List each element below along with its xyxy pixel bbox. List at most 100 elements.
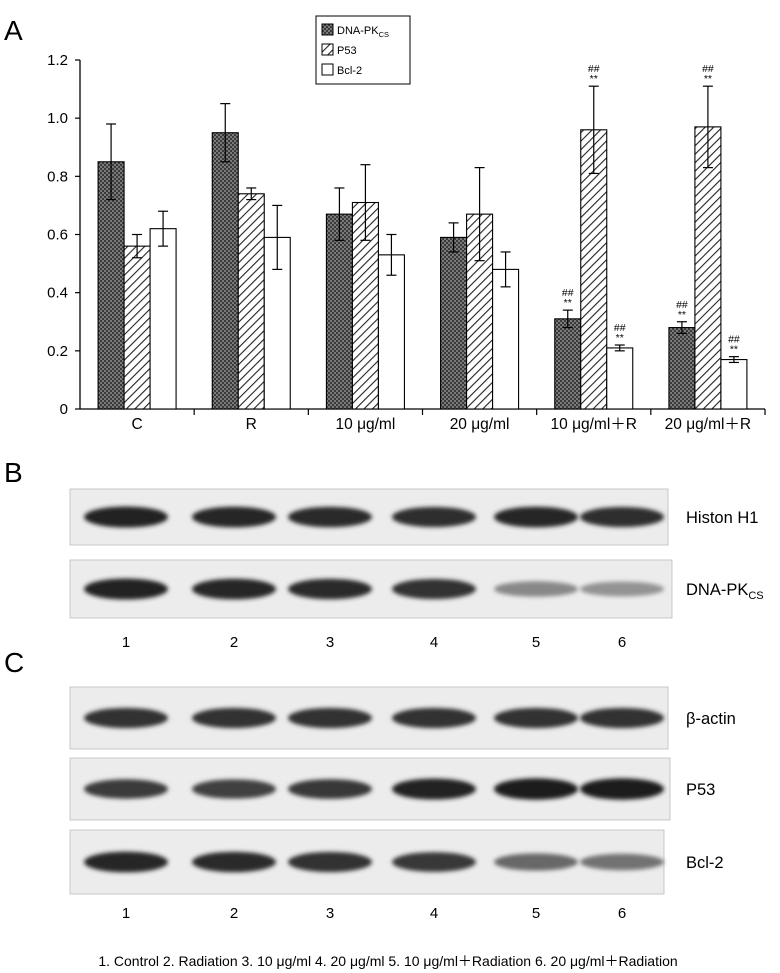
blot-b-lane-number: 3 <box>326 634 334 651</box>
y-tick-label: 0.4 <box>47 285 68 302</box>
bar-bcl-2-6 <box>720 359 748 410</box>
blot-band-lane-1 <box>84 779 168 799</box>
blot-c-lane-number: 3 <box>326 905 334 922</box>
significance-mark: ** <box>616 332 624 344</box>
blot-c-lane-number: 5 <box>532 905 540 922</box>
x-category-label: 20 μg/ml＋R <box>665 416 751 433</box>
blot-band-lane-5 <box>494 778 578 800</box>
blot-histon-h1-label: Histon H1 <box>686 509 758 527</box>
bar-dna-pk-6 <box>668 327 696 410</box>
blot-band-lane-2 <box>192 578 276 600</box>
y-tick-label: 0.6 <box>47 227 68 244</box>
blot-band-lane-6 <box>580 506 664 528</box>
blot-b-lane-number: 6 <box>618 634 626 651</box>
blot-b-lane-number: 1 <box>122 634 130 651</box>
blot-p53-label: P53 <box>686 781 715 799</box>
x-category-label: 20 μg/ml <box>450 416 510 433</box>
blot-c-lane-number: 2 <box>230 905 238 922</box>
blot-band-lane-6 <box>580 853 664 871</box>
blot-b-lane-number: 2 <box>230 634 238 651</box>
blot-band-lane-6 <box>580 778 664 800</box>
panel-label-a: A <box>4 15 23 46</box>
blot-band-lane-1 <box>84 707 168 729</box>
blot-band-lane-1 <box>84 578 168 600</box>
significance-mark: ** <box>564 297 572 309</box>
blot-band-lane-2 <box>192 506 276 528</box>
significance-mark: ** <box>590 73 598 85</box>
blot-band-lane-4 <box>392 578 476 600</box>
x-category-label: 10 μg/ml＋R <box>551 416 637 433</box>
significance-mark: ## <box>562 287 574 299</box>
bar-p53-1 <box>123 245 151 410</box>
y-tick-label: 0.8 <box>47 168 68 185</box>
chart-legend: DNA-PKCS P53 Bcl-2 <box>315 15 411 85</box>
bar-dna-pk-4 <box>440 236 468 410</box>
blot-band-lane-5 <box>494 707 578 729</box>
blot-c-lane-number: 6 <box>618 905 626 922</box>
blot-band-lane-3 <box>288 779 372 799</box>
blot-dna-pkcs-label: DNA-PKCS <box>686 581 764 602</box>
significance-mark: ## <box>588 63 600 75</box>
y-tick-label: 0.2 <box>47 343 68 360</box>
bar-dna-pk-5 <box>554 318 582 410</box>
blot-band-lane-2 <box>192 779 276 799</box>
legend-label: Bcl-2 <box>337 65 362 77</box>
blot-band-lane-3 <box>288 578 372 600</box>
significance-mark: ** <box>730 344 738 356</box>
bar-p53-2 <box>237 193 265 410</box>
blot-panel-b: Histon H1 DNA-PKCS 1 2 3 4 5 6 <box>69 488 764 651</box>
blot-panel-c: β-actin P53 Bcl-2 1 2 3 4 5 6 <box>69 686 736 922</box>
blot-band-lane-6 <box>580 707 664 729</box>
bar-p53-5 <box>580 129 608 410</box>
blot-band-lane-3 <box>288 506 372 528</box>
legend-swatch <box>321 23 334 36</box>
y-tick-label: 1.2 <box>47 52 68 69</box>
lane-legend-caption: 1. Control 2. Radiation 3. 10 μg/ml 4. 2… <box>98 953 677 969</box>
significance-mark: ** <box>678 309 686 321</box>
blot-b-lane-number: 5 <box>532 634 540 651</box>
blot-beta-actin-label: β-actin <box>686 710 736 728</box>
blot-dna-pkcs-label-subscript: CS <box>748 590 763 602</box>
blot-band-lane-1 <box>84 851 168 873</box>
bar-bcl-2-3 <box>377 254 405 410</box>
blot-c-lane-number: 4 <box>430 905 438 922</box>
significance-mark: ** <box>704 73 712 85</box>
legend-swatch <box>321 43 334 56</box>
x-category-label: C <box>131 416 142 433</box>
bar-bcl-2-1 <box>149 228 177 410</box>
chart-axes: 0 0.2 0.4 0.6 0.8 1.0 1.2 C R 10 μg/ml 20 μg/ml 10 … <box>47 52 766 433</box>
blot-band-lane-5 <box>494 853 578 871</box>
y-tick-label: 0 <box>60 401 68 418</box>
blot-band-lane-2 <box>192 851 276 873</box>
blot-band-lane-6 <box>580 581 664 597</box>
bar-dna-pk-2 <box>211 132 239 410</box>
blot-band-lane-5 <box>494 506 578 528</box>
bar-p53-6 <box>694 126 722 410</box>
y-tick-label: 1.0 <box>47 110 68 127</box>
legend-label-subscript: CS <box>379 30 389 39</box>
legend-swatch <box>321 63 334 76</box>
x-category-label: 10 μg/ml <box>336 416 396 433</box>
significance-mark: ## <box>676 299 688 311</box>
blot-band-lane-2 <box>192 707 276 729</box>
panel-label-c: C <box>4 647 24 678</box>
x-category-label: R <box>246 416 257 433</box>
blot-band-lane-1 <box>84 506 168 528</box>
chart-bars: ##** ##**##**##**##** ##** <box>97 63 748 410</box>
blot-band-lane-4 <box>392 778 476 800</box>
legend-label: DNA-PKCS <box>337 25 389 39</box>
significance-mark: ## <box>728 334 740 346</box>
blot-band-lane-4 <box>392 506 476 528</box>
blot-c-lane-number: 1 <box>122 905 130 922</box>
blot-band-lane-3 <box>288 851 372 873</box>
significance-mark: ## <box>702 63 714 75</box>
bar-bcl-2-4 <box>492 268 520 410</box>
blot-band-lane-3 <box>288 707 372 729</box>
blot-band-lane-4 <box>392 852 476 872</box>
blot-band-lane-5 <box>494 581 578 597</box>
blot-b-lane-number: 4 <box>430 634 438 651</box>
bar-bcl-2-5 <box>606 347 634 410</box>
blot-band-lane-4 <box>392 707 476 729</box>
significance-mark: ## <box>614 322 626 334</box>
